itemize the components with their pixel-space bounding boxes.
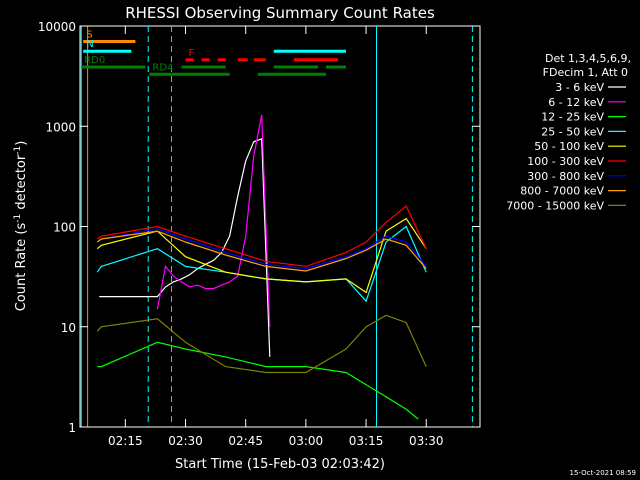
legend: Det 1,3,4,5,6,9, FDecim 1, Att 0 3 - 6 k… xyxy=(506,52,631,212)
y-tick-label-2: 100 xyxy=(53,221,76,235)
flag-label-3: RD0 xyxy=(84,55,105,66)
y-tick-label-0: 1 xyxy=(68,421,76,435)
series-line-6 xyxy=(96,228,427,270)
y-axis-label-sup1: -1 xyxy=(13,214,23,223)
flag-bars: SN F RD0 RD4 xyxy=(81,30,346,76)
chart-title: RHESSI Observing Summary Count Rates xyxy=(125,4,435,22)
flag-label-4: RD4 xyxy=(152,62,173,73)
series-line-4 xyxy=(96,217,427,294)
series-layer xyxy=(96,114,427,420)
series-line-7 xyxy=(96,230,427,272)
footer-timestamp: 15-Oct-2021 08:59 xyxy=(570,469,636,477)
y-tick-label-3: 1000 xyxy=(45,120,76,134)
y-axis-ticks: 1 10 100 1000 10000 xyxy=(38,20,480,435)
legend-label-7: 800 - 7000 keV xyxy=(520,185,604,198)
x-tick-label-1: 02:30 xyxy=(168,434,203,448)
x-axis-label: Start Time (15-Feb-03 02:03:42) xyxy=(175,457,385,472)
legend-header-1: Det 1,3,4,5,6,9, xyxy=(545,52,631,65)
flag-label-1: N xyxy=(86,39,93,50)
legend-label-5: 100 - 300 keV xyxy=(527,155,604,168)
y-axis-label-main: Count Rate (s xyxy=(14,223,29,312)
legend-label-3: 25 - 50 keV xyxy=(541,125,604,138)
legend-label-1: 6 - 12 keV xyxy=(548,96,604,109)
y-axis-label-end: ) xyxy=(14,141,29,146)
legend-label-0: 3 - 6 keV xyxy=(555,81,604,94)
x-tick-label-5: 03:30 xyxy=(409,434,444,448)
flag-label-2: F xyxy=(189,48,195,59)
y-tick-label-4: 10000 xyxy=(38,20,76,34)
legend-label-4: 50 - 100 keV xyxy=(534,140,604,153)
legend-label-6: 300 - 800 keV xyxy=(527,170,604,183)
y-tick-label-1: 10 xyxy=(61,321,76,335)
x-axis-ticks: 02:15 02:30 02:45 03:00 03:15 03:30 xyxy=(108,26,444,448)
series-line-8 xyxy=(96,314,427,374)
y-axis-label-sup2: -1 xyxy=(13,146,23,155)
series-line-5 xyxy=(96,205,427,268)
flag-label-0: S xyxy=(86,30,92,41)
x-tick-label-4: 03:15 xyxy=(349,434,384,448)
y-axis-label: Count Rate (s-1 detector-1) xyxy=(13,141,29,312)
x-tick-label-0: 02:15 xyxy=(108,434,143,448)
legend-header-2: FDecim 1, Att 0 xyxy=(543,66,628,79)
series-line-1 xyxy=(156,114,271,327)
legend-label-8: 7000 - 15000 keV xyxy=(506,199,604,212)
series-line-2 xyxy=(97,341,419,420)
x-tick-label-2: 02:45 xyxy=(228,434,263,448)
y-axis-label-mid: detector xyxy=(14,154,29,214)
legend-label-2: 12 - 25 keV xyxy=(541,111,604,124)
x-tick-label-3: 03:00 xyxy=(289,434,324,448)
